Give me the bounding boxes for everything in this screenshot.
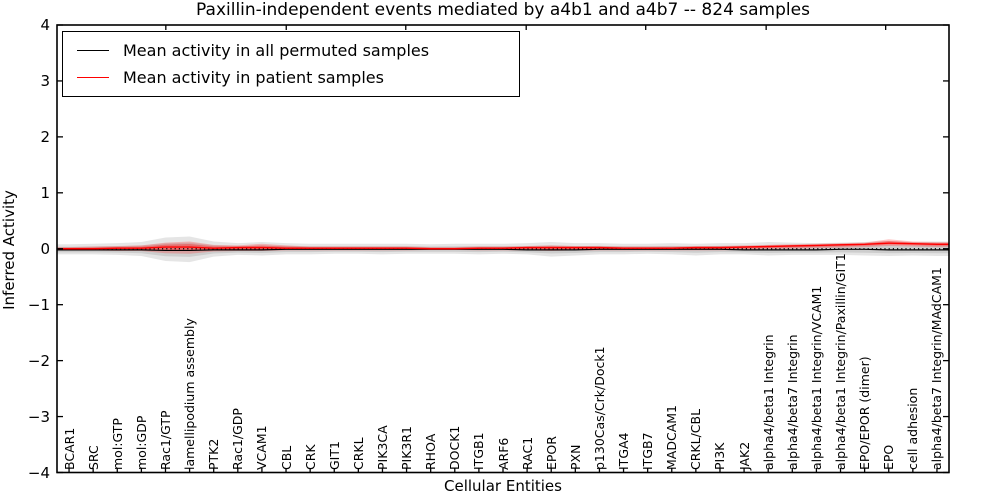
x-tick-label: VCAM1 [254,425,270,470]
legend: Mean activity in all permuted samples Me… [62,31,520,97]
x-tick-label: p130Cas/Crk/Dock1 [591,346,607,470]
x-tick-label: ARF6 [495,437,511,470]
x-tick-label: alpha4/beta7 Integrin/MAdCAM1 [929,267,945,470]
x-tick-label: CBL [278,445,294,470]
x-tick-label: MADCAM1 [664,405,680,470]
x-tick-label: CRK [302,444,318,470]
permuted-mean-line [57,248,949,252]
y-tick-label: 0 [40,239,50,258]
y-tick-label: −4 [27,463,50,482]
x-tick-label: alpha4/beta7 Integrin [784,334,800,470]
x-tick-label: CRKL [350,437,366,470]
x-tick-label: PIK3CA [374,425,390,470]
x-tick-label: EPO/EPOR (dimer) [857,356,873,470]
x-tick-label: EPO [881,444,897,470]
x-tick-label: RAC1 [519,436,535,470]
x-tick-label: PXN [567,444,583,470]
x-tick-label: PI3K [712,442,728,470]
x-tick-label: ITGA4 [616,432,632,470]
patient-band-outer [57,239,949,254]
y-tick-label: −3 [27,407,50,426]
legend-entry-patient: Mean activity in patient samples [77,68,519,87]
legend-label: Mean activity in patient samples [123,67,384,87]
x-tick-label: alpha4/beta1 Integrin/Paxillin/GIT1 [833,253,848,470]
y-tick-label: −2 [27,351,50,370]
x-tick-label: RHOA [423,433,439,470]
patient-line-swatch-icon [77,76,109,78]
y-tick-label: 1 [40,183,50,202]
x-tick-label: BCAR1 [61,427,77,470]
permuted-line-swatch-icon [77,50,109,52]
x-tick-label: alpha4/beta1 Integrin [760,334,776,470]
x-tick-label: GIT1 [326,441,342,470]
legend-label: Mean activity in all permuted samples [123,41,430,61]
x-tick-label: DOCK1 [447,425,463,470]
y-tick-label: 4 [40,16,50,34]
x-tick-label: CRKL/CBL [688,408,704,470]
x-tick-label: JAK2 [736,441,752,470]
y-tick-label: 2 [40,127,50,146]
x-axis-label: Cellular Entities [444,477,562,495]
x-tick-label: Rac1/GDP [230,408,246,470]
patient-mean-line [57,242,949,250]
chart-title: Paxillin-independent events mediated by … [196,0,810,20]
plot-frame [56,24,950,474]
x-tick-label: mol:GDP [133,415,149,470]
x-tick-label: alpha4/beta1 Integrin/VCAM1 [808,285,824,470]
x-tick-label: EPOR [543,436,559,470]
y-tick-label: −1 [27,295,50,314]
x-tick-label: ITGB1 [471,432,487,470]
x-tick-label: PTK2 [206,438,222,470]
legend-entry-permuted: Mean activity in all permuted samples [77,41,519,60]
y-tick-label: 3 [40,71,50,90]
x-tick-label: Rac1/GTP [157,410,173,470]
x-tick-label: mol:GTP [109,418,125,470]
x-tick-label: SRC [85,445,101,470]
x-tick-label: ITGB7 [640,432,656,470]
x-tick-label: lamellipodium assembly [182,318,198,470]
x-tick-label: cell adhesion [905,387,921,470]
x-tick-label: PIK3R1 [399,425,415,470]
